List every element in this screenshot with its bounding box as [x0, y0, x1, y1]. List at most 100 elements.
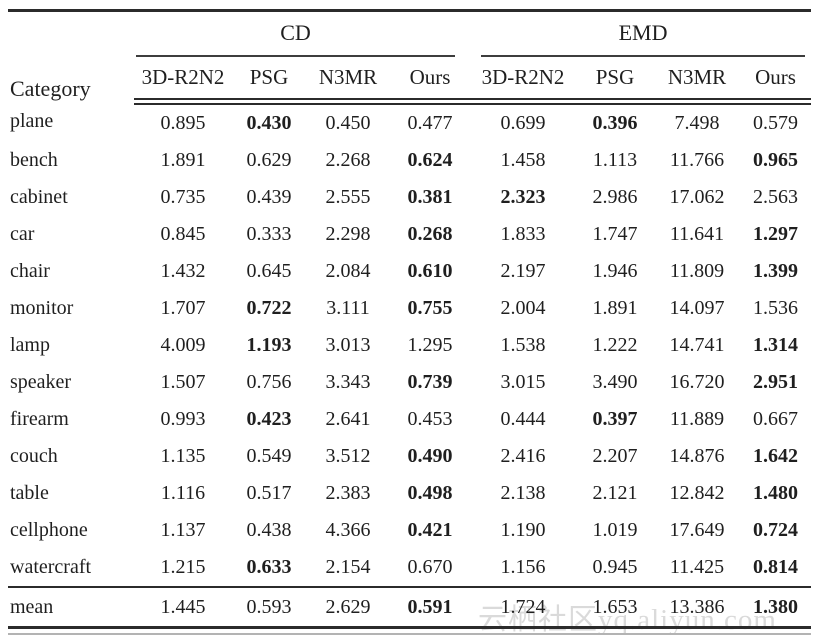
value-cell: 14.097 — [669, 297, 725, 319]
method-header-emd-ours: Ours — [740, 57, 812, 105]
value-cell: 1.642 — [753, 445, 798, 467]
value-cell: 0.739 — [407, 371, 453, 393]
table-row: couch 1.135 0.549 3.512 0.490 2.416 2.207 14.87… — [8, 438, 811, 475]
value-cell: 3.015 — [500, 371, 546, 393]
value-cell: 1.215 — [160, 556, 206, 578]
mean-row: mean 1.445 0.593 2.629 0.591 1.724 1.653 13.386… — [8, 586, 812, 626]
value-cell: 0.633 — [246, 556, 292, 578]
value-cell: 0.423 — [246, 408, 292, 430]
value-cell: 0.699 — [500, 112, 546, 134]
group-header-emd: EMD — [470, 12, 811, 57]
value-cell: 1.724 — [470, 586, 576, 626]
value-cell: 1.380 — [740, 586, 812, 626]
value-cell: 1.536 — [753, 297, 798, 319]
value-cell: 0.421 — [407, 519, 453, 541]
table-row: table 1.116 0.517 2.383 0.498 2.138 2.121 12.84… — [8, 475, 811, 512]
value-cell: 0.735 — [160, 186, 206, 208]
value-cell: 0.430 — [246, 112, 292, 134]
value-cell: 0.517 — [246, 482, 292, 504]
value-cell: 1.891 — [592, 297, 638, 319]
value-cell: 1.507 — [160, 371, 206, 393]
value-cell: 2.951 — [753, 371, 798, 393]
value-cell: 2.154 — [325, 556, 371, 578]
value-cell: 1.480 — [753, 482, 798, 504]
method-header-row: 3D-R2N2 PSG N3MR Ours 3D-R2N2 PSG N3MR O… — [8, 57, 812, 105]
table-bottom-shadow-rule — [8, 633, 811, 635]
value-cell: 17.649 — [669, 519, 725, 541]
value-cell: 11.425 — [669, 556, 725, 578]
value-cell: 0.724 — [753, 519, 798, 541]
category-cell: watercraft — [10, 556, 92, 578]
table-row: car 0.845 0.333 2.298 0.268 1.833 1.747 11.641 1… — [8, 216, 811, 253]
value-cell: 4.009 — [160, 334, 206, 356]
value-cell: 2.323 — [500, 186, 546, 208]
method-header-emd-psg: PSG — [576, 57, 654, 105]
value-cell: 2.629 — [306, 586, 390, 626]
value-cell: 0.397 — [592, 408, 638, 430]
value-cell: 3.111 — [326, 297, 370, 319]
value-cell: 1.833 — [500, 223, 546, 245]
category-cell: plane — [10, 110, 54, 133]
category-cell: speaker — [10, 371, 72, 393]
value-cell: 0.629 — [246, 149, 292, 171]
category-cell: lamp — [10, 334, 50, 356]
value-cell: 0.845 — [160, 223, 206, 245]
value-cell: 1.193 — [246, 334, 292, 356]
value-cell: 1.653 — [576, 586, 654, 626]
value-cell: 11.809 — [669, 260, 725, 282]
value-cell: 1.116 — [160, 482, 206, 504]
value-cell: 0.610 — [407, 260, 453, 282]
method-header-emd-3dr2n2: 3D-R2N2 — [470, 57, 576, 105]
value-cell: 0.814 — [753, 556, 798, 578]
value-cell: 14.741 — [669, 334, 725, 356]
group-label-cd: CD — [136, 20, 455, 57]
value-cell: 2.197 — [500, 260, 546, 282]
method-header-cd-psg: PSG — [232, 57, 306, 105]
value-cell: 13.386 — [654, 586, 740, 626]
value-cell: 0.645 — [246, 260, 292, 282]
value-cell: 1.190 — [500, 519, 546, 541]
value-cell: 2.641 — [325, 408, 371, 430]
value-cell: 0.549 — [246, 445, 292, 467]
value-cell: 1.538 — [500, 334, 546, 356]
value-cell: 17.062 — [669, 186, 725, 208]
value-cell: 2.138 — [500, 482, 546, 504]
value-cell: 0.498 — [407, 482, 453, 504]
value-cell: 7.498 — [674, 112, 720, 134]
value-cell: 2.555 — [325, 186, 371, 208]
value-cell: 1.297 — [753, 223, 798, 245]
value-cell: 1.445 — [134, 586, 232, 626]
method-header-cd-ours: Ours — [390, 57, 470, 105]
table-row: firearm 0.993 0.423 2.641 0.453 0.444 0.397 11.… — [8, 401, 811, 438]
value-cell: 0.439 — [246, 186, 292, 208]
results-table: Category CD EMD 3D-R2N2 PSG N3MR Ours 3D… — [8, 12, 812, 626]
value-cell: 3.512 — [325, 445, 371, 467]
value-cell: 1.432 — [160, 260, 206, 282]
category-cell: table — [10, 482, 49, 504]
value-cell: 1.399 — [753, 260, 798, 282]
value-cell: 2.121 — [592, 482, 638, 504]
value-cell: 0.722 — [246, 297, 292, 319]
value-cell: 0.381 — [407, 186, 453, 208]
value-cell: 3.013 — [325, 334, 371, 356]
method-header-cd-n3mr: N3MR — [306, 57, 390, 105]
value-cell: 0.945 — [592, 556, 638, 578]
group-label-emd: EMD — [481, 20, 806, 57]
group-header-cd: CD — [134, 12, 470, 57]
category-cell: cabinet — [10, 186, 68, 208]
value-cell: 2.383 — [325, 482, 371, 504]
table-row: cellphone 1.137 0.438 4.366 0.421 1.190 1.019 1… — [8, 512, 811, 549]
category-cell: car — [10, 223, 35, 245]
table-row: lamp 4.009 1.193 3.013 1.295 1.538 1.222 14.741… — [8, 327, 811, 364]
value-cell: 2.084 — [325, 260, 371, 282]
table-row: cabinet 0.735 0.439 2.555 0.381 2.323 2.986 17.… — [8, 179, 811, 216]
value-cell: 0.333 — [246, 223, 292, 245]
value-cell: 0.624 — [407, 149, 453, 171]
category-cell: cellphone — [10, 519, 88, 541]
table-row: watercraft 1.215 0.633 2.154 0.670 1.156 0.945… — [8, 549, 811, 587]
value-cell: 0.396 — [592, 112, 638, 134]
category-cell: firearm — [10, 408, 69, 430]
value-cell: 0.670 — [407, 556, 453, 578]
value-cell: 0.579 — [753, 112, 798, 134]
